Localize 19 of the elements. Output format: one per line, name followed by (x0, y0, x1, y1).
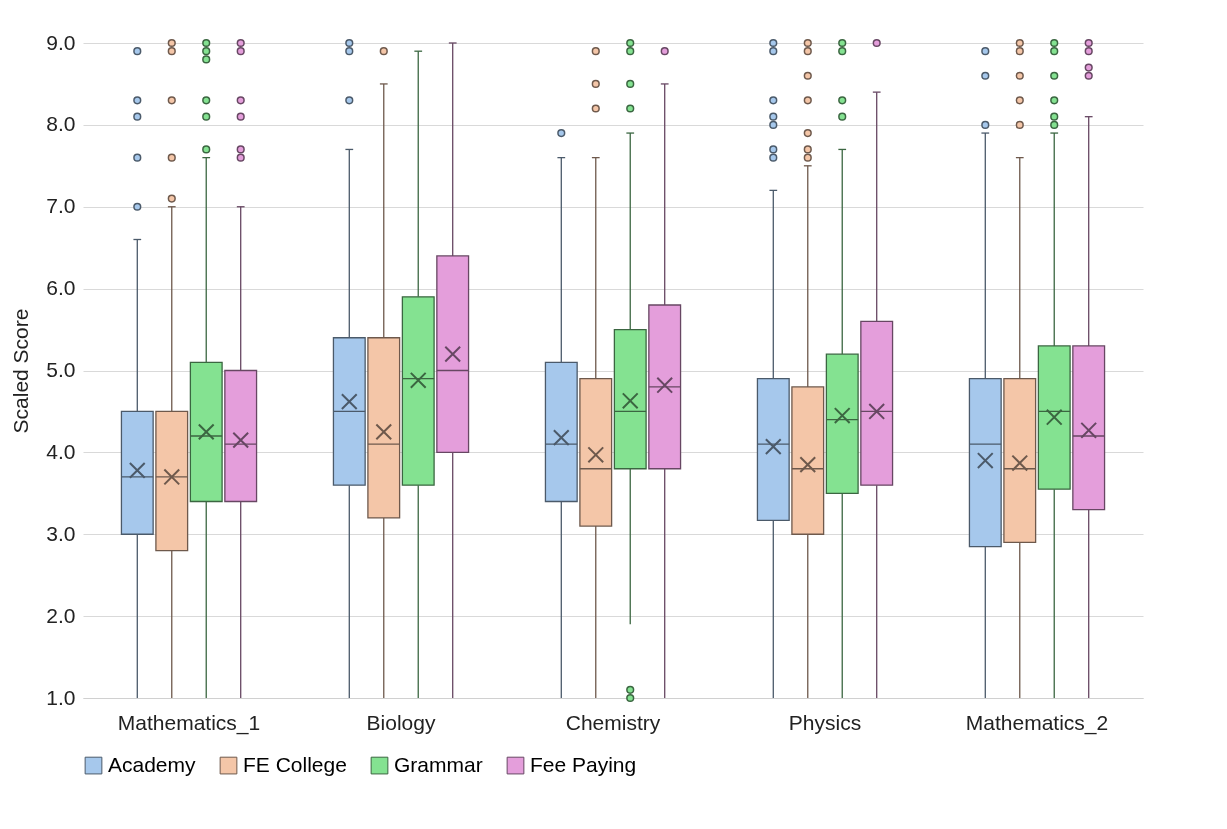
y-tick-label: 3.0 (46, 521, 76, 545)
y-tick-label: 7.0 (46, 194, 76, 218)
legend-label: Fee Paying (530, 752, 637, 776)
x-tick-label: Biology (366, 710, 436, 734)
y-axis-title: Scaled Score (9, 308, 33, 434)
legend-label: Grammar (394, 752, 483, 776)
x-tick-label: Mathematics_2 (965, 710, 1109, 735)
x-tick-label: Chemistry (565, 710, 661, 734)
legend-label: Academy (108, 752, 197, 776)
y-tick-label: 6.0 (46, 276, 76, 300)
y-tick-label: 5.0 (46, 358, 76, 381)
y-tick-label: 9.0 (46, 30, 76, 54)
legend-label: FE College (243, 752, 347, 776)
y-tick-label: 4.0 (46, 439, 76, 463)
y-tick-label: 1.0 (46, 685, 76, 709)
x-tick-label: Physics (788, 710, 862, 734)
y-tick-label: 8.0 (46, 112, 76, 136)
y-tick-label: 2.0 (46, 603, 76, 627)
x-tick-label: Mathematics_1 (117, 710, 261, 735)
